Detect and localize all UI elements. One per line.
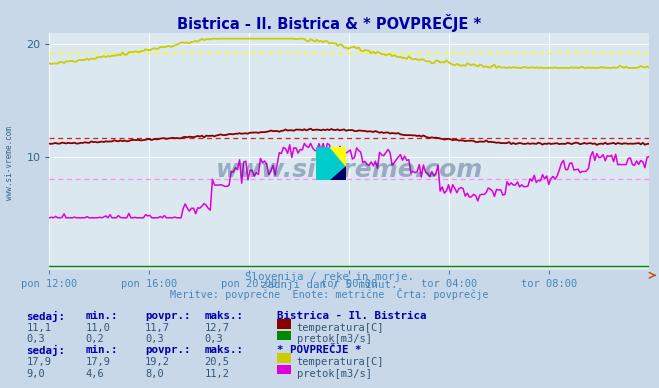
Text: Bistrica - Il. Bistrica: Bistrica - Il. Bistrica [277,311,426,321]
Text: 0,3: 0,3 [26,334,45,345]
Text: * POVPREČJE *: * POVPREČJE * [277,345,361,355]
Text: pretok[m3/s]: pretok[m3/s] [297,334,372,345]
Text: maks.:: maks.: [204,345,243,355]
Polygon shape [316,147,346,180]
Text: www.si-vreme.com: www.si-vreme.com [215,158,483,182]
Text: 9,0: 9,0 [26,369,45,379]
Text: 0,2: 0,2 [86,334,104,345]
Polygon shape [330,166,346,180]
Text: povpr.:: povpr.: [145,345,190,355]
Text: 17,9: 17,9 [26,357,51,367]
Text: min.:: min.: [86,345,118,355]
Text: www.si-vreme.com: www.si-vreme.com [5,126,14,200]
Text: 8,0: 8,0 [145,369,163,379]
Text: pretok[m3/s]: pretok[m3/s] [297,369,372,379]
Text: 4,6: 4,6 [86,369,104,379]
Text: sedaj:: sedaj: [26,345,65,356]
Text: Bistrica - Il. Bistrica & * POVPREČJE *: Bistrica - Il. Bistrica & * POVPREČJE * [177,14,482,31]
Text: 11,1: 11,1 [26,323,51,333]
Text: Slovenija / reke in morje.: Slovenija / reke in morje. [245,272,414,282]
Text: 20,5: 20,5 [204,357,229,367]
Polygon shape [330,147,346,166]
Text: sedaj:: sedaj: [26,311,65,322]
Text: zadnji dan / 5 minut.: zadnji dan / 5 minut. [261,280,398,290]
Text: 0,3: 0,3 [145,334,163,345]
Text: 11,0: 11,0 [86,323,111,333]
Text: 11,2: 11,2 [204,369,229,379]
Text: 12,7: 12,7 [204,323,229,333]
Text: min.:: min.: [86,311,118,321]
Text: 0,3: 0,3 [204,334,223,345]
Text: 19,2: 19,2 [145,357,170,367]
Text: temperatura[C]: temperatura[C] [297,323,384,333]
Text: povpr.:: povpr.: [145,311,190,321]
Text: Meritve: povprečne  Enote: metrične  Črta: povprečje: Meritve: povprečne Enote: metrične Črta:… [170,288,489,300]
Text: 11,7: 11,7 [145,323,170,333]
Text: temperatura[C]: temperatura[C] [297,357,384,367]
Text: 17,9: 17,9 [86,357,111,367]
Text: maks.:: maks.: [204,311,243,321]
